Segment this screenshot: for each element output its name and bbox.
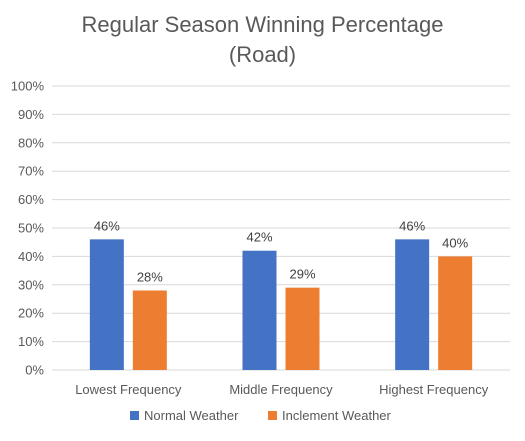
data-label: 46% [94,218,120,233]
y-tick-label: 40% [18,249,44,264]
data-label: 40% [442,235,468,250]
legend-swatch [268,411,277,420]
y-tick-label: 100% [11,79,45,94]
bar-inclement-weather [438,256,473,370]
y-tick-label: 30% [18,277,44,292]
bar-normal-weather [89,239,124,370]
chart-title-line-2: (Road) [228,42,297,67]
y-tick-label: 20% [18,306,44,321]
y-tick-label: 50% [18,221,44,236]
bar-inclement-weather [132,290,167,370]
data-label: 28% [137,269,163,284]
y-tick-label: 60% [18,192,44,207]
data-label: 42% [246,230,272,245]
y-tick-label: 70% [18,164,44,179]
x-category-label: Middle Frequency [229,382,333,397]
legend-swatch [130,411,139,420]
y-tick-label: 10% [18,334,44,349]
legend-entry: Normal Weather [144,408,239,423]
x-category-label: Lowest Frequency [75,382,182,397]
bar-normal-weather [395,239,430,370]
legend-entry: Inclement Weather [282,408,392,423]
chart-title-line-1: Regular Season Winning Percentage [81,12,444,37]
x-category-label: Highest Frequency [379,382,489,397]
y-tick-label: 80% [18,135,44,150]
bar-inclement-weather [285,287,320,370]
bar-normal-weather [242,250,277,370]
data-label: 46% [399,218,425,233]
y-tick-label: 90% [18,107,44,122]
data-label: 29% [289,267,315,282]
y-tick-label: 0% [25,363,44,378]
